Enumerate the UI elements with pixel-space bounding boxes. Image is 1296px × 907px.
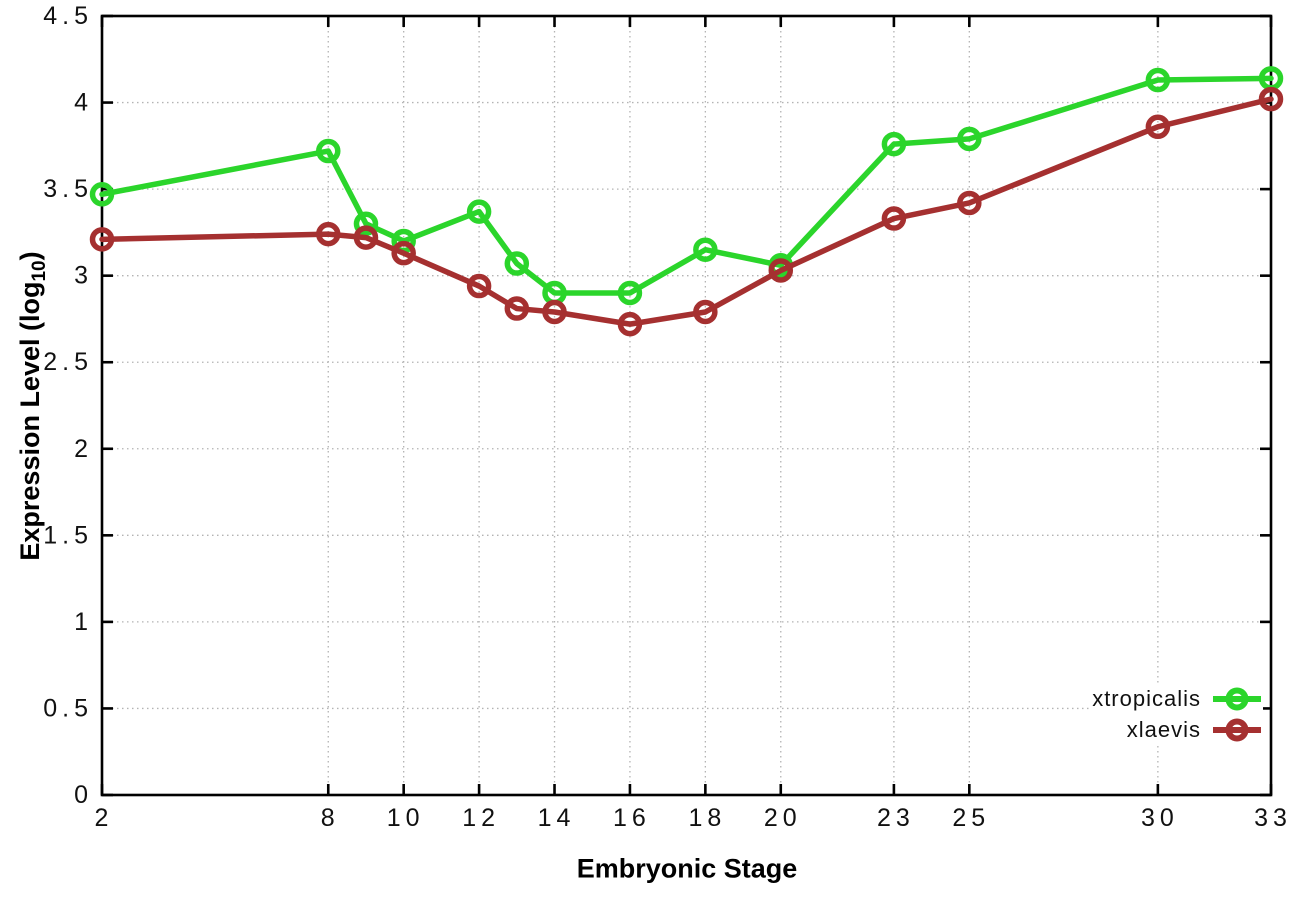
data-point-xlaevis bbox=[768, 258, 794, 283]
legend: xtropicalis xlaevis bbox=[1090, 684, 1263, 745]
plot-border bbox=[100, 14, 1273, 797]
data-point-xtropicalis bbox=[504, 251, 530, 276]
legend-sample-ring bbox=[1225, 718, 1249, 742]
y-tick-label: 2.5 bbox=[43, 348, 93, 376]
x-tick-label: 8 bbox=[321, 804, 340, 832]
data-point-xlaevis bbox=[89, 227, 115, 252]
data-point-xtropicalis bbox=[353, 211, 379, 236]
data-point-xtropicalis bbox=[1145, 67, 1171, 93]
x-axis-title: Embryonic Stage bbox=[576, 853, 798, 884]
legend-marker-icon bbox=[1213, 717, 1261, 743]
x-tick-label: 18 bbox=[688, 804, 726, 832]
data-point-xlaevis bbox=[542, 299, 567, 325]
y-tick-label: 4.5 bbox=[43, 2, 93, 30]
y-axis-title-suffix: ) bbox=[14, 251, 45, 261]
data-point-xtropicalis bbox=[957, 126, 982, 152]
y-tick-label: 1 bbox=[74, 608, 93, 636]
x-tick-label: 33 bbox=[1254, 804, 1292, 832]
axes bbox=[100, 14, 1273, 797]
x-tick-label: 16 bbox=[613, 804, 651, 832]
data-point-xlaevis bbox=[353, 225, 379, 250]
data-point-xlaevis bbox=[504, 296, 530, 321]
data-point-xtropicalis bbox=[617, 280, 643, 306]
legend-sample-ring bbox=[1225, 687, 1249, 711]
y-tick-label: 1.5 bbox=[43, 521, 93, 549]
y-tick-label: 4 bbox=[74, 89, 93, 117]
gridlines bbox=[101, 15, 1272, 795]
data-point-xlaevis bbox=[1145, 114, 1171, 140]
x-tick-label: 12 bbox=[462, 804, 500, 832]
x-tick-label: 30 bbox=[1141, 804, 1179, 832]
series-line-xtropicalis bbox=[99, 75, 1274, 296]
legend-item-xtropicalis: xtropicalis bbox=[1092, 686, 1261, 712]
legend-marker-icon bbox=[1213, 686, 1261, 712]
series-xlaevis bbox=[89, 86, 1284, 337]
y-tick-label: 3.5 bbox=[43, 175, 93, 203]
data-point-xtropicalis bbox=[466, 199, 492, 224]
x-tick-label: 14 bbox=[538, 804, 576, 832]
x-tick-label: 25 bbox=[952, 804, 990, 832]
data-point-xlaevis bbox=[693, 299, 718, 325]
data-point-xlaevis bbox=[957, 190, 982, 216]
data-point-xlaevis bbox=[617, 311, 643, 337]
legend-item-xlaevis: xlaevis bbox=[1127, 717, 1261, 743]
x-tick-label: 20 bbox=[764, 804, 802, 832]
series-line-xlaevis bbox=[99, 96, 1274, 327]
y-axis-title: Expression Level (log10) bbox=[15, 251, 51, 560]
data-point-xlaevis bbox=[466, 273, 492, 299]
data-point-xlaevis bbox=[1258, 86, 1284, 112]
series-xtropicalis bbox=[89, 66, 1284, 306]
y-tick-label: 0.5 bbox=[43, 694, 93, 722]
y-tick-label: 3 bbox=[74, 262, 93, 290]
tick-labels: 2 8 10 12 14 16 18 20 23 25 30 33 0 0.5 1 1.5 2 2.5 3 3.5 4 4… bbox=[43, 2, 1292, 832]
data-point-xlaevis bbox=[391, 240, 416, 266]
data-point-xlaevis bbox=[316, 221, 341, 247]
data-point-xtropicalis bbox=[89, 182, 115, 207]
x-tick-label: 10 bbox=[387, 804, 425, 832]
legend-label-xtropicalis: xtropicalis bbox=[1092, 686, 1201, 711]
y-tick-label: 2 bbox=[74, 435, 93, 463]
data-point-xtropicalis bbox=[693, 237, 718, 262]
y-axis-title-subscript: 10 bbox=[29, 260, 51, 282]
y-axis-title-text: Expression Level (log bbox=[14, 281, 45, 561]
data-point-xtropicalis bbox=[316, 138, 341, 164]
x-tick-label: 23 bbox=[877, 804, 915, 832]
legend-label-xlaevis: xlaevis bbox=[1126, 717, 1201, 742]
y-tick-label: 0 bbox=[74, 781, 93, 809]
data-point-xlaevis bbox=[881, 206, 907, 231]
data-point-xtropicalis bbox=[881, 131, 907, 157]
x-tick-label: 2 bbox=[95, 804, 114, 832]
